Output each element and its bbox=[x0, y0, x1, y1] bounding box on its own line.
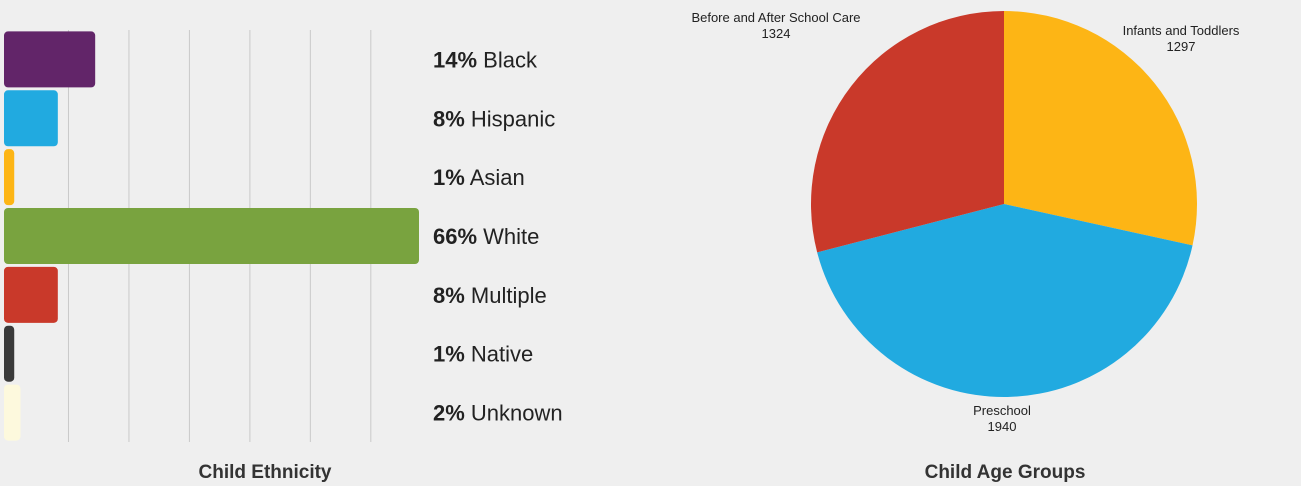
ethnicity-bar-chart: 14% Black 8% Hispanic 1% Asian 66% White 8% … bbox=[4, 30, 563, 442]
bar-label-native: 1% Native bbox=[433, 342, 533, 367]
pie-label-name: Preschool bbox=[973, 403, 1031, 418]
age-groups-chart: Infants and Toddlers 1297 Preschool 1940 Bef… bbox=[640, 0, 1301, 486]
bar-multiple bbox=[4, 266, 58, 323]
pie-slice-before-and-after-school-care bbox=[811, 11, 1004, 253]
pie-label-name: Infants and Toddlers bbox=[1123, 23, 1240, 38]
bar-native bbox=[4, 325, 15, 382]
ethnicity-chart-title: Child Ethnicity bbox=[198, 462, 332, 483]
pie-label-value: 1940 bbox=[988, 419, 1017, 434]
bar-label-hispanic: 8% Hispanic bbox=[433, 106, 555, 131]
pie-slice-preschool bbox=[817, 204, 1193, 397]
bar-white bbox=[4, 208, 419, 264]
bar-label-asian: 1% Asian bbox=[433, 165, 525, 190]
ethnicity-chart: 14% Black 8% Hispanic 1% Asian 66% White 8% … bbox=[0, 0, 640, 486]
pie-label-value: 1297 bbox=[1167, 39, 1196, 54]
bar-label-black: 14% Black bbox=[433, 47, 538, 72]
bar-label-unknown: 2% Unknown bbox=[433, 401, 563, 426]
bar-label-multiple: 8% Multiple bbox=[433, 283, 547, 308]
bar-label-white: 66% White bbox=[433, 224, 539, 249]
bar-hispanic bbox=[4, 90, 58, 147]
pie-label-name: Before and After School Care bbox=[691, 10, 860, 25]
pie-slice-infants-and-toddlers bbox=[1004, 11, 1197, 246]
bar-unknown bbox=[4, 384, 21, 441]
age-groups-chart-title: Child Age Groups bbox=[924, 462, 1086, 483]
pie-label-value: 1324 bbox=[762, 26, 791, 41]
bar-black bbox=[4, 31, 96, 88]
bar-asian bbox=[4, 149, 15, 206]
